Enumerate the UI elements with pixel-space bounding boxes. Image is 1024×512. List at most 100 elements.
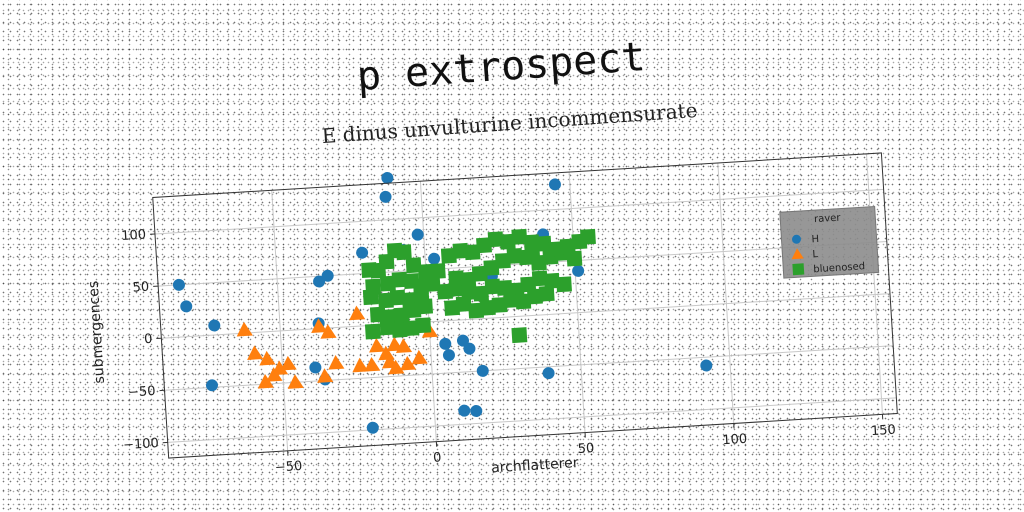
x-grid-line (271, 190, 289, 451)
point-bluenosed (526, 288, 543, 305)
point-h (205, 379, 218, 392)
point-bluenosed (468, 302, 485, 319)
legend-title: raver (814, 213, 842, 226)
point-bluenosed (437, 283, 454, 300)
point-h (309, 361, 322, 374)
point-l (280, 355, 297, 371)
point-l (381, 353, 399, 369)
point-bluenosed (461, 284, 477, 301)
point-bluenosed (391, 321, 408, 338)
point-bluenosed (511, 228, 528, 245)
point-bluenosed (484, 278, 501, 295)
point-h (366, 421, 379, 434)
point-bluenosed (391, 271, 408, 288)
y-tick-label: −50 (128, 384, 156, 401)
x-tick-label: −50 (274, 459, 302, 476)
point-bluenosed (377, 292, 394, 309)
point-l (311, 318, 328, 334)
point-l (266, 367, 283, 382)
point-bluenosed (405, 257, 422, 274)
point-bluenosed (494, 252, 511, 269)
point-bluenosed (389, 289, 406, 306)
point-bluenosed (487, 231, 504, 248)
point-l (399, 355, 417, 371)
point-h (548, 178, 561, 191)
point-h (428, 252, 441, 265)
point-bluenosed (471, 265, 488, 282)
y-grid-line (164, 345, 894, 391)
x-grid-line (568, 172, 586, 433)
point-bluenosed (483, 259, 500, 276)
point-bluenosed (524, 244, 541, 261)
legend-box (779, 205, 880, 279)
point-l (320, 324, 337, 339)
x-tick-label: 100 (722, 432, 748, 448)
point-h (476, 364, 489, 377)
point-bluenosed (503, 292, 520, 309)
point-bluenosed (479, 299, 496, 316)
y-grid-line (161, 293, 891, 339)
point-bluenosed (580, 228, 596, 245)
point-h (458, 404, 471, 417)
point-bluenosed (464, 244, 481, 261)
point-bluenosed (440, 247, 457, 264)
point-h (180, 300, 193, 313)
y-grid-line (167, 397, 897, 443)
point-h (457, 334, 470, 347)
point-h (313, 275, 326, 288)
point-bluenosed (412, 278, 429, 295)
point-bluenosed (496, 279, 513, 296)
point-bluenosed (559, 238, 576, 255)
point-bluenosed (364, 323, 381, 340)
point-bluenosed (473, 285, 489, 302)
point-bluenosed (448, 280, 465, 297)
y-tick-label: 50 (132, 280, 149, 296)
point-l (247, 345, 264, 360)
legend-label-l: L (812, 249, 819, 260)
point-bluenosed (417, 298, 434, 315)
point-l (349, 305, 366, 321)
point-h (356, 246, 369, 259)
point-bluenosed (491, 297, 508, 313)
point-l (287, 374, 304, 389)
point-bluenosed (460, 271, 477, 288)
point-h (208, 319, 221, 332)
x-axis-label: archflatterer (491, 455, 579, 476)
x-tick-label: 0 (433, 450, 442, 465)
point-bluenosed (499, 233, 516, 250)
point-bluenosed (379, 319, 396, 336)
point-h (321, 269, 334, 282)
y-tick-label: −100 (123, 436, 160, 453)
point-h (172, 278, 185, 291)
point-h (379, 190, 392, 203)
point-bluenosed (547, 241, 564, 258)
legend-marker-l (791, 248, 804, 260)
point-h (463, 342, 476, 355)
point-l (369, 337, 386, 353)
x-tick-label: 50 (577, 441, 594, 457)
point-bluenosed (395, 244, 412, 261)
point-bluenosed (506, 247, 523, 264)
axis-ticks: −50 0 50 100 150 −100 −50 0 50 100 (121, 228, 897, 476)
point-h (439, 337, 452, 350)
point-bluenosed (520, 276, 537, 293)
point-bluenosed (429, 263, 446, 280)
point-bluenosed (556, 276, 572, 293)
x-grid-line (866, 153, 883, 415)
point-h (542, 367, 555, 380)
point-bluenosed (543, 272, 560, 289)
legend-label-bluenosed: bluenosed (813, 261, 865, 275)
point-bluenosed (531, 270, 548, 287)
chart-subtitle: E dinus unvulturine incommensurate (321, 98, 698, 148)
x-grid-line (717, 162, 735, 424)
point-h (572, 264, 585, 277)
point-l (395, 338, 413, 353)
point-bluenosed (393, 307, 410, 324)
point-h (411, 228, 424, 241)
point-bluenosed (403, 320, 420, 337)
point-bluenosed (415, 317, 432, 334)
y-axis-label: submergences (86, 280, 108, 384)
point-bluenosed (511, 327, 528, 344)
